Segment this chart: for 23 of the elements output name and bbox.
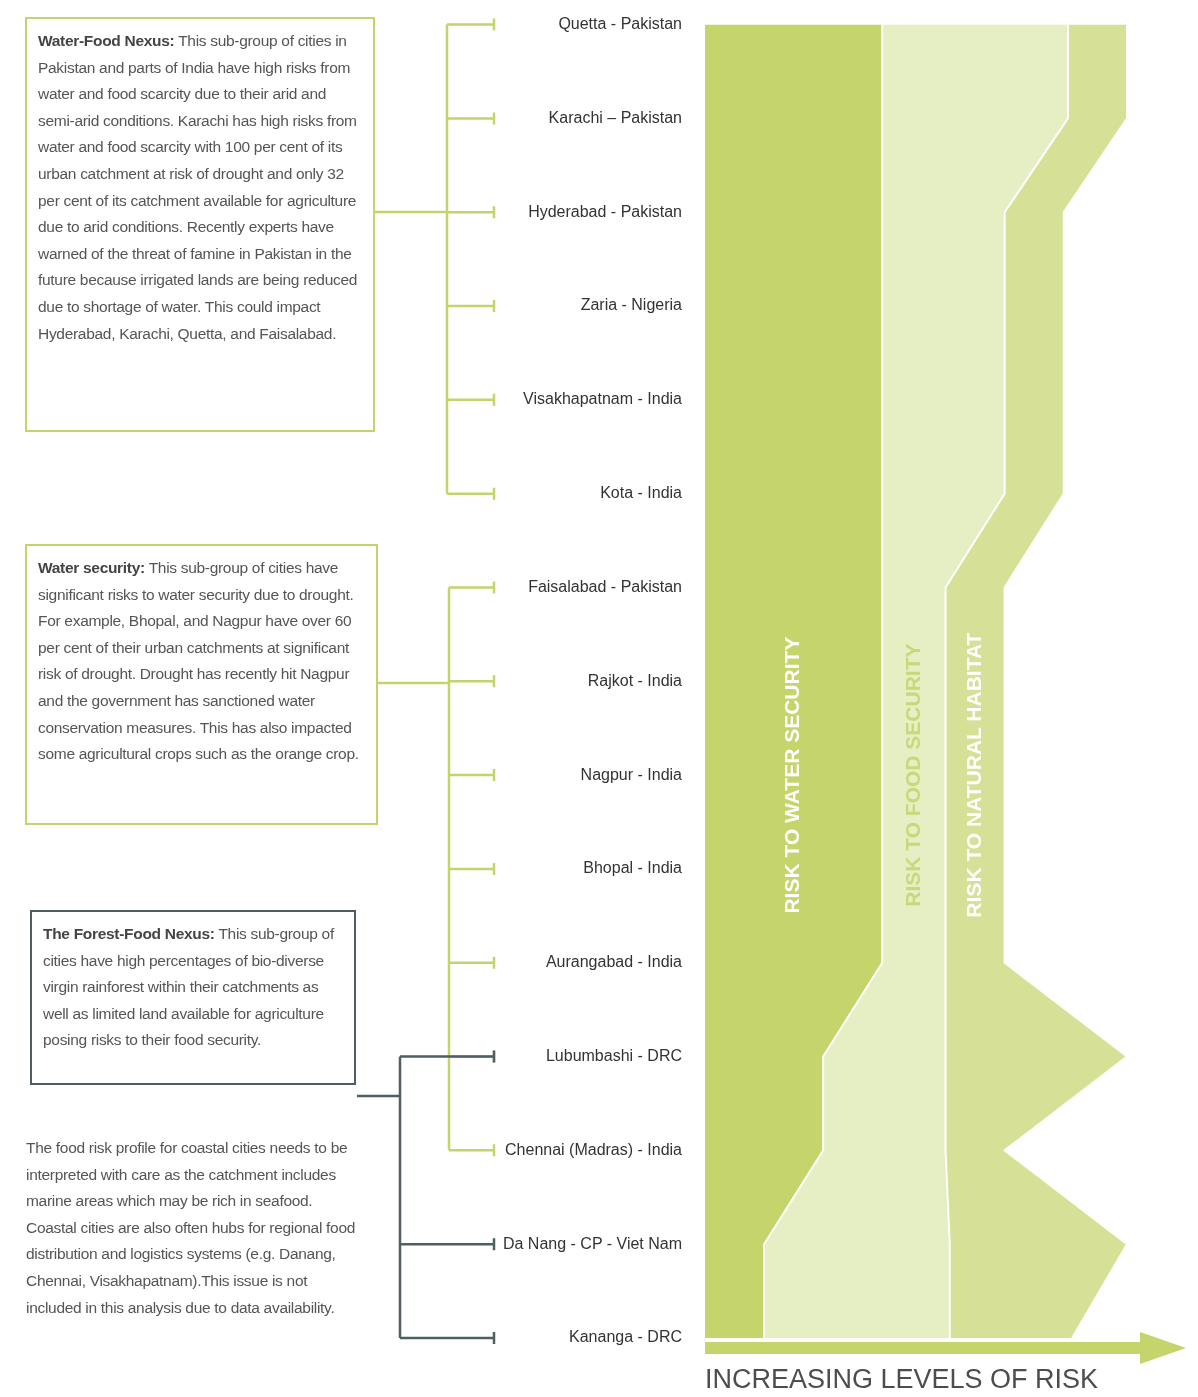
y-tick-label: Quetta - Pakistan	[558, 15, 682, 33]
y-tick-label: Nagpur - India	[580, 765, 683, 783]
text: Water-Food Nexus: This sub-group of cities in Pakistan and parts of India have high risks from water and food scarcity due to their arid and semi-arid conditions. Karachi has high risks from water and food scarcity with 100 per cent of its urban catchment at risk of drought and only 32 per cent of its catchment available for agriculture due to arid conditions. Recently experts have warned of the threat of famine in Pakistan in the future because irrigated lands are being reduced due to shortage of water. This could impact Hyderabad, Karachi, Quetta, and Faisalabad.	[38, 32, 358, 342]
y-tick-label: Rajkot - India	[587, 671, 683, 689]
text: Water security: This sub-group of cities have significant risks to water security due to drought. For example, Bhopal, and Nagpur have over 60 per cent of their urban catchments at significant risk of drought. Drought has recently hit Nagpur and the government has sanctioned water conservation measures. This has also impacted some agricultural crops such as the orange crop.	[38, 559, 359, 763]
y-tick-label: Bhopal - India	[583, 859, 683, 877]
y-tick-label: Hyderabad - Pakistan	[528, 202, 682, 220]
y-tick-label: Zaria - Nigeria	[580, 296, 683, 314]
x-axis-title: INCREASING LEVELS OF RISK	[705, 1364, 1099, 1395]
y-tick-label: Lubumbashi - DRC	[545, 1046, 682, 1064]
series-label: RISK TO WATER SECURITY	[780, 636, 804, 914]
y-tick-label: Visakhapatnam - India	[523, 390, 683, 408]
y-tick-label: Chennai (Madras) - India	[505, 1140, 683, 1158]
series-label: RISK TO NATURAL HABITAT	[961, 632, 985, 918]
y-tick-label: Faisalabad - Pakistan	[528, 577, 682, 595]
y-tick-label: Karachi – Pakistan	[548, 108, 682, 126]
y-tick-label: Kota - India	[600, 484, 683, 502]
y-tick-label: Aurangabad - India	[545, 953, 683, 971]
y-tick-label: Kananga - DRC	[569, 1328, 682, 1346]
text: The food risk profile for coastal cities needs to be interpreted with care as the catchment includes marine areas which may be rich in seafood. Coastal cities are also often hubs for regional food distribution and logistics systems (e.g. Danang, Chennai, Visakhapatnam).This issue is not included in this analysis due to data availability.	[26, 1138, 357, 1318]
y-tick-label: Da Nang - CP - Viet Nam	[502, 1234, 682, 1252]
text: The Forest-Food Nexus: This sub-group of cities have high percentages of bio-diverse virgin rainforest within their catchments as well as limited land available for agriculture posing risks to their food security.	[30, 910, 356, 1085]
series-label: RISK TO FOOD SECURITY	[900, 643, 924, 907]
